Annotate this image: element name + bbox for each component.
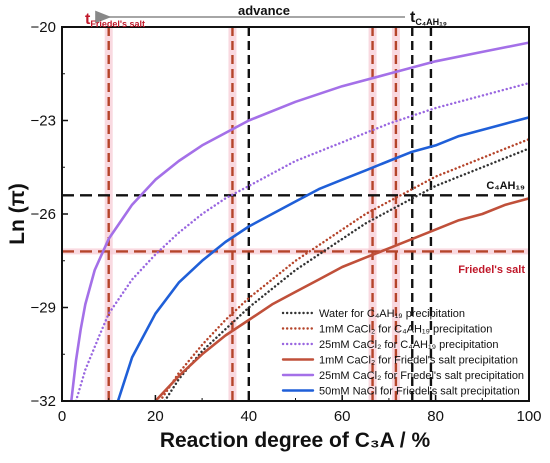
- t-friedel-sub: Friedel's salt: [90, 19, 145, 29]
- legend-label: Water for C₄AH₁₉ precipitation: [319, 308, 465, 320]
- legend: Water for C₄AH₁₉ precipitation 1mM CaCl₂ …: [281, 308, 524, 398]
- x-tick-label: 100: [516, 408, 541, 425]
- legend-label: 25mM CaCl₂ for C₄AH₁₉ precipitation: [319, 339, 498, 351]
- y-axis-title: Ln (π): [6, 183, 29, 245]
- y-tick-label: −32: [31, 393, 56, 410]
- x-tick-label: 0: [58, 408, 66, 425]
- y-tick-label: −26: [31, 206, 56, 223]
- legend-label: 50mM NaCl for Friedel's salt precipitati…: [319, 386, 520, 398]
- legend-label: 1mM CaCl₂ for Friedel's salt precipitati…: [319, 355, 518, 367]
- x-tick-label: 80: [427, 408, 444, 425]
- x-tick-label: 40: [240, 408, 257, 425]
- x-axis-title: Reaction degree of C₃A / %: [160, 429, 431, 452]
- series-line-2: [158, 137, 529, 401]
- y-tick-label: −23: [31, 113, 56, 130]
- series-line-6: [116, 116, 529, 401]
- hline-label-c4ah19: C₄AH₁₉: [486, 180, 525, 192]
- series-line-4: [154, 197, 529, 401]
- series-line-5: [70, 41, 529, 401]
- t-friedel-label: tFriedel's salt: [85, 11, 145, 29]
- legend-label: 25mM CaCl₂ for Friedel's salt precipitat…: [319, 370, 524, 382]
- series-lines: [70, 41, 529, 401]
- t-c4ah19-main: t: [410, 9, 416, 26]
- hline-label-friedel: Friedel's salt: [458, 264, 525, 276]
- x-axis: 0 20 40 60 80 100: [58, 395, 542, 425]
- y-tick-label: −29: [31, 300, 56, 317]
- y-tick-label: −20: [31, 19, 56, 36]
- legend-label: 1mM CaCl₂ for C₄AH₁₉ precipitation: [319, 324, 492, 336]
- t-c4ah19-sub: C₄AH₁₉: [415, 17, 447, 27]
- t-friedel-main: t: [85, 11, 91, 28]
- series-line-1: [163, 147, 529, 401]
- t-c4ah19-label: tC₄AH₁₉: [410, 9, 447, 27]
- x-tick-label: 60: [334, 408, 351, 425]
- y-axis: −32 −29 −26 −23 −20: [31, 19, 68, 410]
- hline-highlight: [62, 248, 529, 255]
- series-line-3: [74, 81, 529, 401]
- advance-label: advance: [238, 3, 290, 18]
- x-tick-label: 20: [147, 408, 164, 425]
